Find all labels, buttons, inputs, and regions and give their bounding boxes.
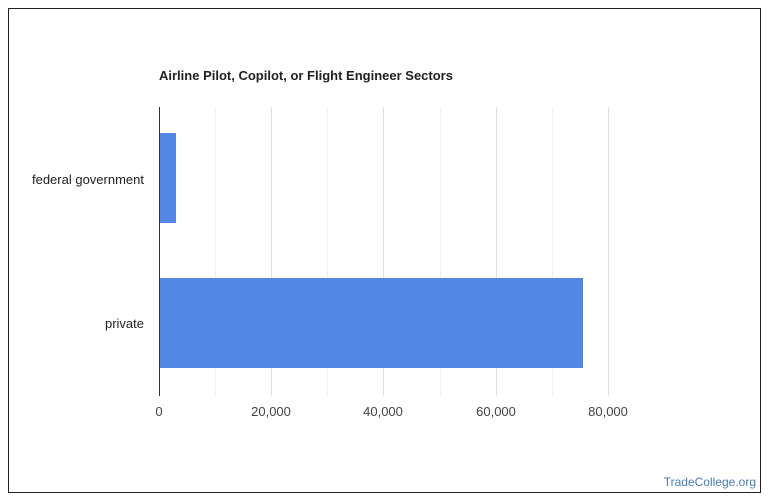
category-label: private [104,316,144,331]
bar-private[interactable] [159,278,584,368]
gridline [327,107,328,396]
x-tick-label: 20,000 [251,404,291,419]
gridline [271,107,272,396]
gridline [383,107,384,396]
bar-federal-government[interactable] [159,133,176,223]
chart-title: Airline Pilot, Copilot, or Flight Engine… [159,68,453,83]
chart-frame [8,8,761,493]
gridline [552,107,553,396]
gridline [215,107,216,396]
plot-area [159,107,609,396]
x-tick-label: 40,000 [363,404,403,419]
y-axis-line [159,107,160,396]
gridline [496,107,497,396]
gridline [440,107,441,396]
brand-link[interactable]: TradeCollege.org [663,475,756,489]
gridline [608,107,609,396]
x-tick-label: 0 [155,404,163,419]
category-label: federal government [31,172,144,187]
x-tick-label: 80,000 [588,404,628,419]
x-tick-label: 60,000 [476,404,516,419]
